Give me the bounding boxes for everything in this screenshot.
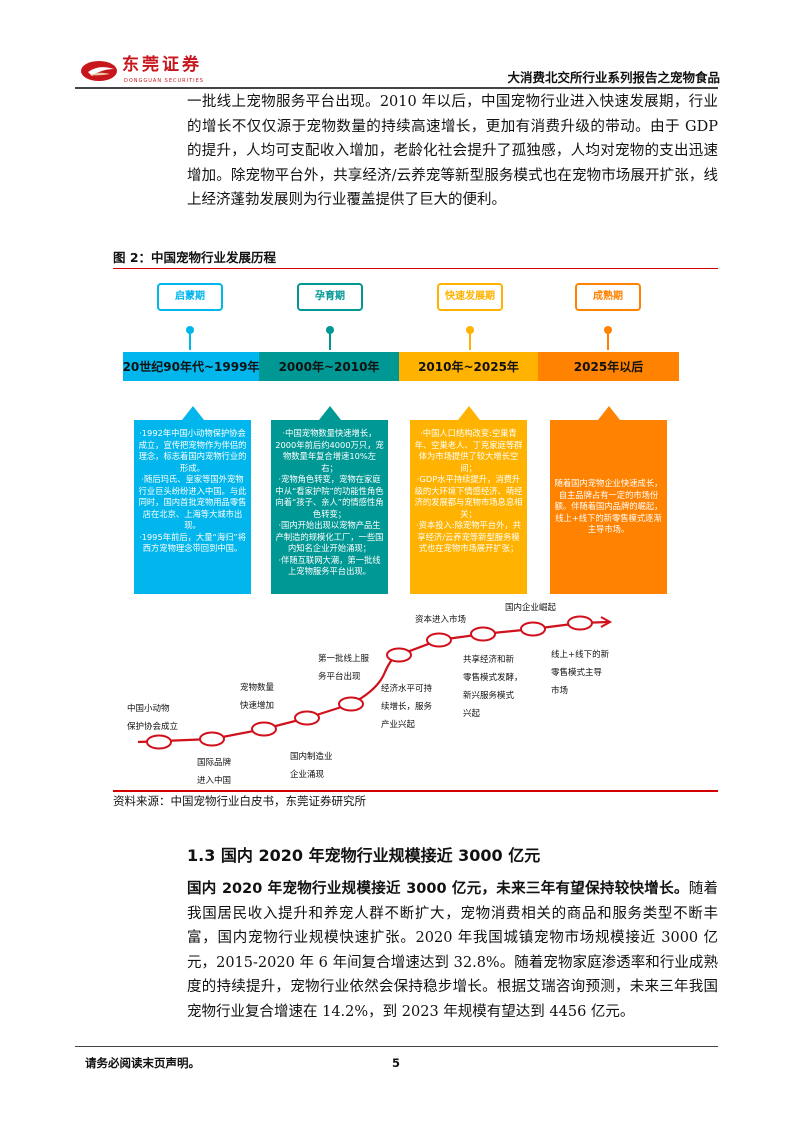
milestone-node <box>146 734 172 750</box>
pin-dot-icon <box>466 326 474 334</box>
period-segment-2: 2000年~2010年 <box>259 352 399 381</box>
period-segment-1: 20世纪90年代~1999年 <box>123 352 259 381</box>
milestone-node <box>294 710 320 726</box>
timeline-curve <box>137 620 609 744</box>
phase-description-box-1: ·1992年中国小动物保护协会成立，宣传把宠物作为伴侣的理念，标志着国内宠物行业… <box>134 406 251 594</box>
figure-source: 资料来源：中国宠物行业白皮书，东莞证券研究所 <box>113 794 366 808</box>
callout-pointer <box>457 406 480 420</box>
milestone-node <box>470 626 496 642</box>
milestone-label-above: 资本进入市场 <box>415 615 467 625</box>
pin-stem <box>189 332 191 350</box>
pin-dot-icon <box>326 326 334 334</box>
arrow-head-icon <box>600 616 613 628</box>
pin-stem <box>329 332 331 350</box>
phase-description-box-4: 随着国内宠物企业快速成长，自主品牌占有一定的市场份额。伴随着国内品牌的崛起，线上… <box>550 406 667 594</box>
callout-pointer <box>181 406 204 420</box>
milestone-node <box>338 696 364 712</box>
figure-title: 图 2：中国宠物行业发展历程 <box>113 250 277 265</box>
phase-description: ·中国人口结构改变:空巢青年、空巢老人、丁克家庭等群体为市场提供了较大增长空间；… <box>414 428 523 553</box>
milestone-label-below: 线上+线下的新 零售模式主导 市场 <box>551 650 610 696</box>
phase-description: 随着国内宠物企业快速成长，自主品牌占有一定的市场份额。伴随着国内品牌的崛起，线上… <box>554 478 663 535</box>
section-body: 随着我国居民收入提升和养宠人群不断扩大，宠物消费相关的商品和服务类型不断丰富，国… <box>187 881 719 1020</box>
milestone-node <box>426 632 452 648</box>
milestone-label-above: 宠物数量 快速增加 <box>240 683 275 711</box>
report-title: 大消费北交所行业系列报告之宠物食品 <box>507 70 720 85</box>
header-divider <box>75 87 718 89</box>
logo-english: DONGGUAN SECURITIES <box>124 78 204 84</box>
section-lead: 国内 2020 年宠物行业规模接近 3000 亿元，未来三年有望保持较快增长。 <box>187 881 689 897</box>
milestone-node <box>199 731 225 747</box>
page-number: 5 <box>392 1056 401 1070</box>
period-segment-3: 2010年~2025年 <box>399 352 538 381</box>
milestone-label-below: 共享经济和新 零售模式发酵， 新兴服务模式 兴起 <box>463 655 523 719</box>
milestone-node <box>386 647 412 663</box>
milestone-node <box>251 721 277 737</box>
milestone-label-below: 国际品牌 进入中国 <box>197 758 232 786</box>
section-paragraph: 国内 2020 年宠物行业规模接近 3000 亿元，未来三年有望保持较快增长。随… <box>187 877 718 1025</box>
pin-dot-icon <box>604 326 612 334</box>
figure-top-divider <box>113 268 718 269</box>
intro-paragraph: 一批线上宠物服务平台出现。2010 年以后，中国宠物行业进入快速发展期，行业的增… <box>187 90 718 213</box>
intro-text: 一批线上宠物服务平台出现。2010 年以后，中国宠物行业进入快速发展期，行业的增… <box>187 94 718 209</box>
milestone-label-above: 国内企业崛起 <box>505 603 557 613</box>
phase-label-1: 启蒙期 <box>157 283 223 311</box>
milestone-label-below: 经济水平可持 续增长，服务 产业兴起 <box>381 684 433 730</box>
phase-description-box-3: ·中国人口结构改变:空巢青年、空巢老人、丁克家庭等群体为市场提供了较大增长空间；… <box>410 406 527 594</box>
phase-label-2: 孕育期 <box>297 283 363 311</box>
milestone-label-above: 中国小动物 保护协会成立 <box>127 704 179 732</box>
phase-description: ·中国宠物数量快速增长，2000年前后约4000万只，宠物数量年复合增速10%左… <box>275 428 384 576</box>
pin-stem <box>469 332 471 350</box>
callout-pointer <box>318 406 341 420</box>
footer-disclaimer: 请务必阅读末页声明。 <box>85 1056 200 1070</box>
phase-description: ·1992年中国小动物保护协会成立，宣传把宠物作为伴侣的理念，标志着国内宠物行业… <box>138 428 247 553</box>
logo-text: 东莞证券 <box>122 55 202 75</box>
pin-stem <box>607 332 609 350</box>
phase-label-3: 快速发展期 <box>437 283 503 311</box>
period-segment-4: 2025年以后 <box>538 352 679 381</box>
milestone-label-below: 国内制造业 企业涌现 <box>290 752 333 780</box>
callout-pointer <box>597 406 620 420</box>
footer-divider <box>75 1046 718 1047</box>
logo-icon <box>81 61 117 81</box>
milestone-node <box>567 615 593 631</box>
figure-bottom-divider <box>113 790 718 792</box>
milestone-node <box>520 621 546 637</box>
milestone-label-above: 第一批线上服 务平台出现 <box>318 654 370 682</box>
phase-label-4: 成熟期 <box>575 283 641 311</box>
pin-dot-icon <box>186 326 194 334</box>
phase-description-box-2: ·中国宠物数量快速增长，2000年前后约4000万只，宠物数量年复合增速10%左… <box>271 406 388 594</box>
section-heading: 1.3 国内 2020 年宠物行业规模接近 3000 亿元 <box>187 846 541 865</box>
